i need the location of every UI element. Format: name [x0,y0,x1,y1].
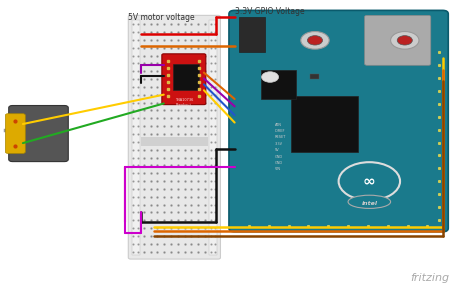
Text: ATN
IOREF
RESET
3.3V
5V
GND
GND
VIN: ATN IOREF RESET 3.3V 5V GND GND VIN [275,122,286,171]
FancyBboxPatch shape [365,15,431,65]
Circle shape [397,36,412,45]
FancyBboxPatch shape [9,106,68,162]
Bar [239,17,265,52]
FancyBboxPatch shape [5,114,25,153]
Circle shape [262,72,279,82]
Bar [173,64,199,90]
Circle shape [338,162,400,200]
Text: TNA10736
Breakout: TNA10736 Breakout [174,98,193,107]
Ellipse shape [348,195,391,209]
Bar [141,137,208,146]
FancyBboxPatch shape [229,10,448,232]
Text: 5V motor voltage: 5V motor voltage [128,13,195,22]
Text: intel: intel [361,201,377,206]
Circle shape [391,32,419,49]
Text: fritzing: fritzing [410,273,450,283]
FancyBboxPatch shape [128,15,220,259]
Circle shape [308,36,322,45]
Text: 3.3V GPIO Voltage: 3.3V GPIO Voltage [235,7,304,16]
Circle shape [301,32,329,49]
Bar [310,74,319,79]
Bar [209,20,217,255]
Bar [261,70,296,99]
FancyBboxPatch shape [162,54,206,105]
Text: ∞: ∞ [363,174,376,189]
Bar [132,20,140,255]
Bar [292,96,357,152]
